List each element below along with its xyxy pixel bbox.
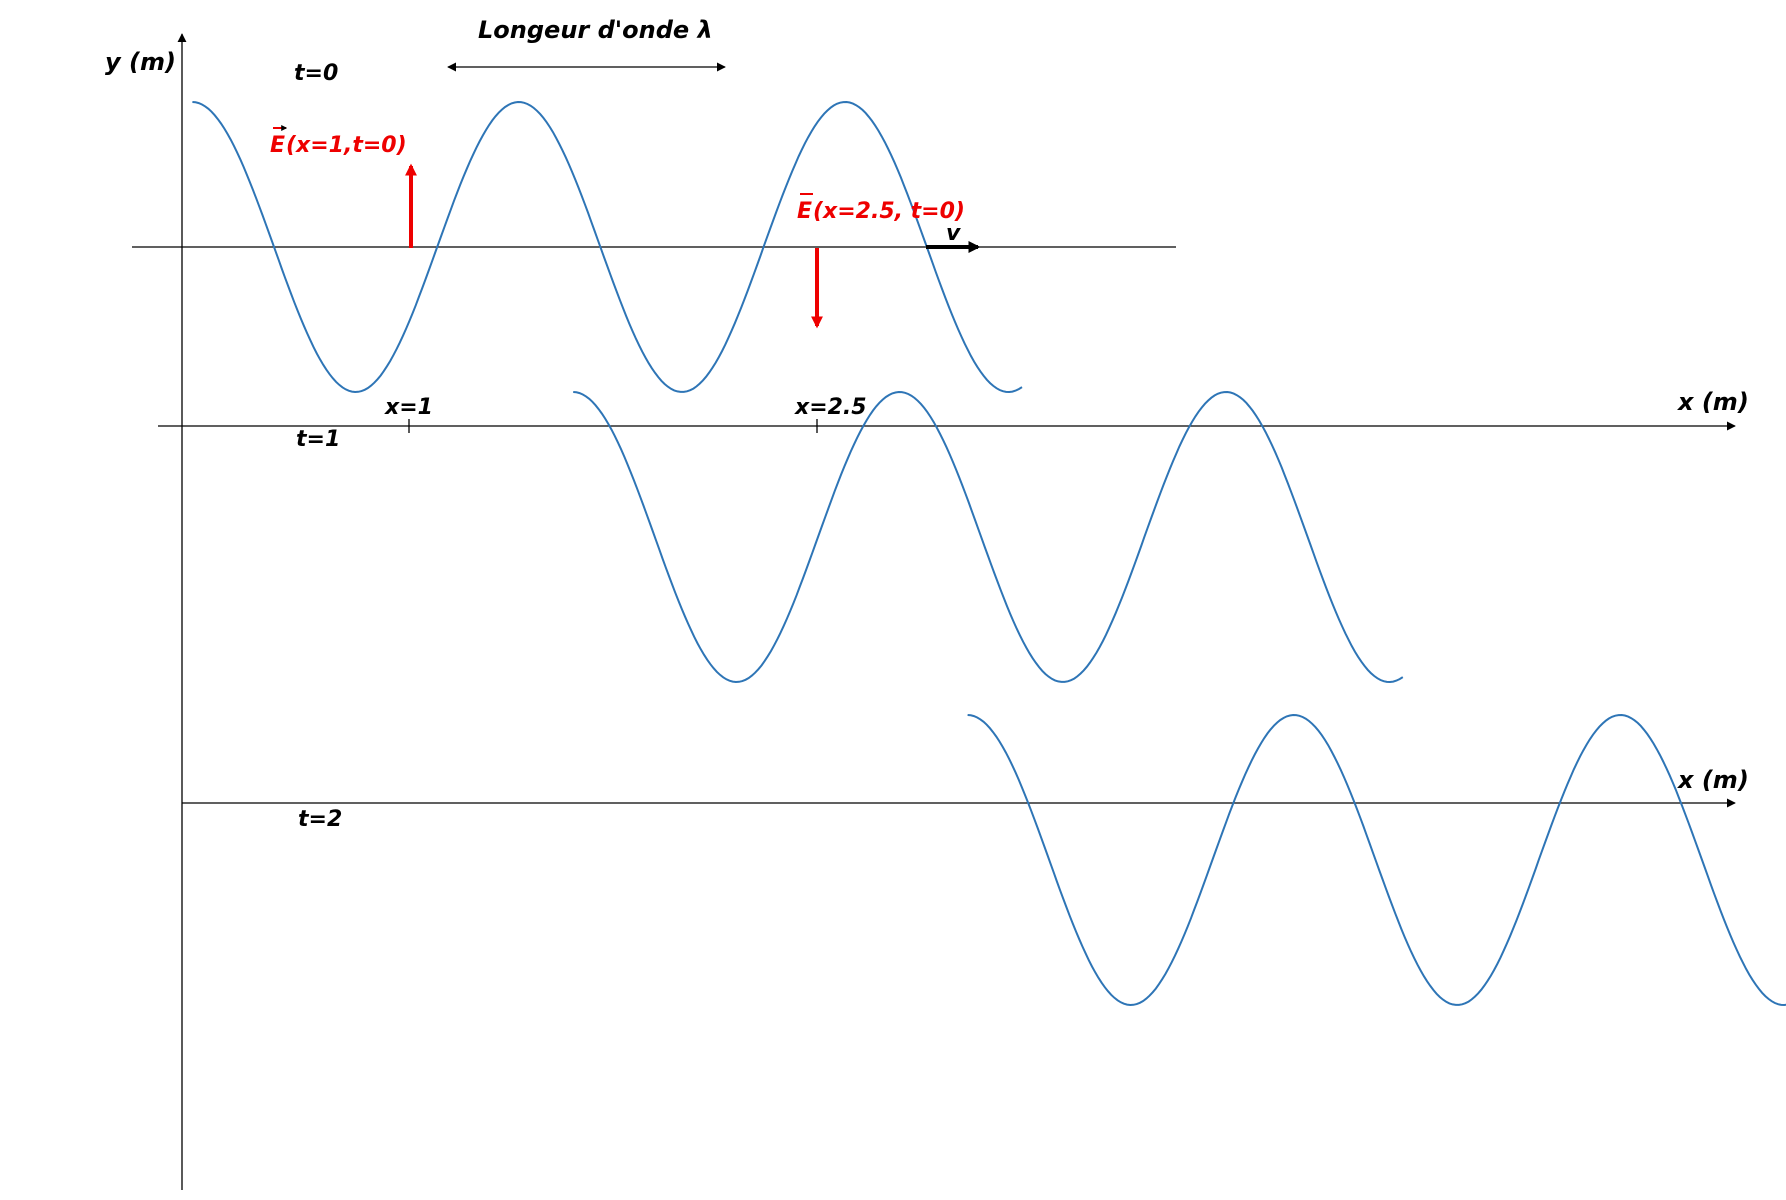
field-label-x1-text: (x=1,t=0): [286, 133, 407, 158]
wave-t1: [573, 390, 1404, 684]
tick-label-x25: x=2.5: [794, 395, 867, 420]
time-label-t0: t=0: [294, 61, 338, 86]
x-axis-label-top: x (m): [1677, 388, 1749, 416]
field-symbol-x1: E: [270, 133, 285, 158]
field-label-x1: E (x=1,t=0): [270, 125, 407, 158]
x-axis-label-middle: x (m): [1677, 766, 1749, 794]
time-label-t1: t=1: [296, 427, 340, 452]
wave-t2: [967, 713, 1786, 1007]
y-axis-label: y (m): [105, 48, 176, 76]
field-label-x25-text: (x=2.5, t=0): [813, 199, 965, 224]
wave-t0: [192, 100, 1023, 394]
velocity-label: v: [946, 221, 961, 246]
tick-label-x1: x=1: [384, 395, 433, 420]
field-symbol-x25: E: [797, 199, 812, 224]
field-label-x25: E (x=2.5, t=0): [797, 193, 965, 224]
time-label-t2: t=2: [298, 807, 342, 832]
wavelength-label: Longeur d'onde λ: [478, 16, 713, 44]
